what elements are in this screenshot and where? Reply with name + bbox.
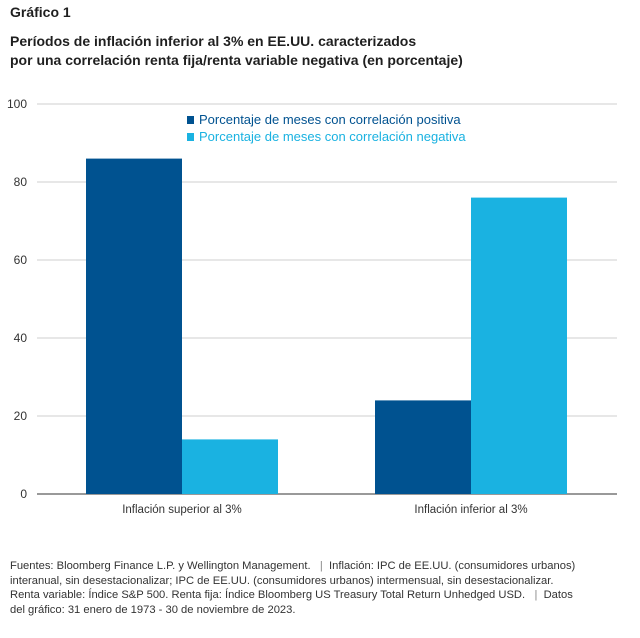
legend-label: Porcentaje de meses con correlación nega… [199, 129, 466, 144]
y-axis-ticks: 0 20 40 60 80 100 [7, 97, 27, 501]
chart-title-line-1: Períodos de inflación inferior al 3% en … [10, 33, 417, 49]
legend: Porcentaje de meses con correlación posi… [187, 112, 466, 144]
y-tick-label: 60 [14, 253, 28, 267]
footnote-separator: | [319, 560, 323, 572]
footnote-sources: Fuentes: Bloomberg Finance L.P. y Wellin… [10, 560, 311, 572]
legend-swatch [187, 133, 194, 141]
x-tick-label: Inflación superior al 3% [122, 504, 242, 516]
y-tick-label: 80 [14, 175, 28, 189]
chart-title: Períodos de inflación inferior al 3% en … [10, 32, 610, 70]
footnote-indices: Renta variable: Índice S&P 500. Renta fi… [10, 589, 526, 601]
footnote-separator: | [534, 589, 538, 601]
chart-title-line-2: por una correlación renta fija/renta var… [10, 52, 463, 68]
x-axis-ticks: Inflación superior al 3% Inflación inferi… [122, 504, 527, 516]
legend-label: Porcentaje de meses con correlación posi… [199, 112, 461, 127]
y-tick-label: 20 [14, 409, 28, 423]
footnote-data-label: Datos [543, 589, 573, 601]
footnote-line-2: interanual, sin desestacionalizar; IPC d… [10, 574, 554, 587]
figure-label: Gráfico 1 [10, 4, 71, 20]
legend-swatch [187, 116, 194, 124]
footnote-line-4: del gráfico: 31 enero de 1973 - 30 de no… [10, 603, 296, 616]
bar [86, 158, 182, 494]
y-tick-label: 0 [20, 487, 27, 501]
y-tick-label: 100 [7, 97, 27, 111]
bar [182, 439, 278, 494]
x-tick-label: Inflación inferior al 3% [414, 504, 527, 516]
y-tick-label: 40 [14, 331, 28, 345]
chart-footnote: Fuentes: Bloomberg Finance L.P. y Wellin… [10, 559, 625, 617]
bars [86, 158, 567, 494]
footnote-inflation: Inflación: IPC de EE.UU. (consumidores u… [329, 560, 576, 572]
bar [471, 197, 567, 494]
bar [375, 400, 471, 494]
